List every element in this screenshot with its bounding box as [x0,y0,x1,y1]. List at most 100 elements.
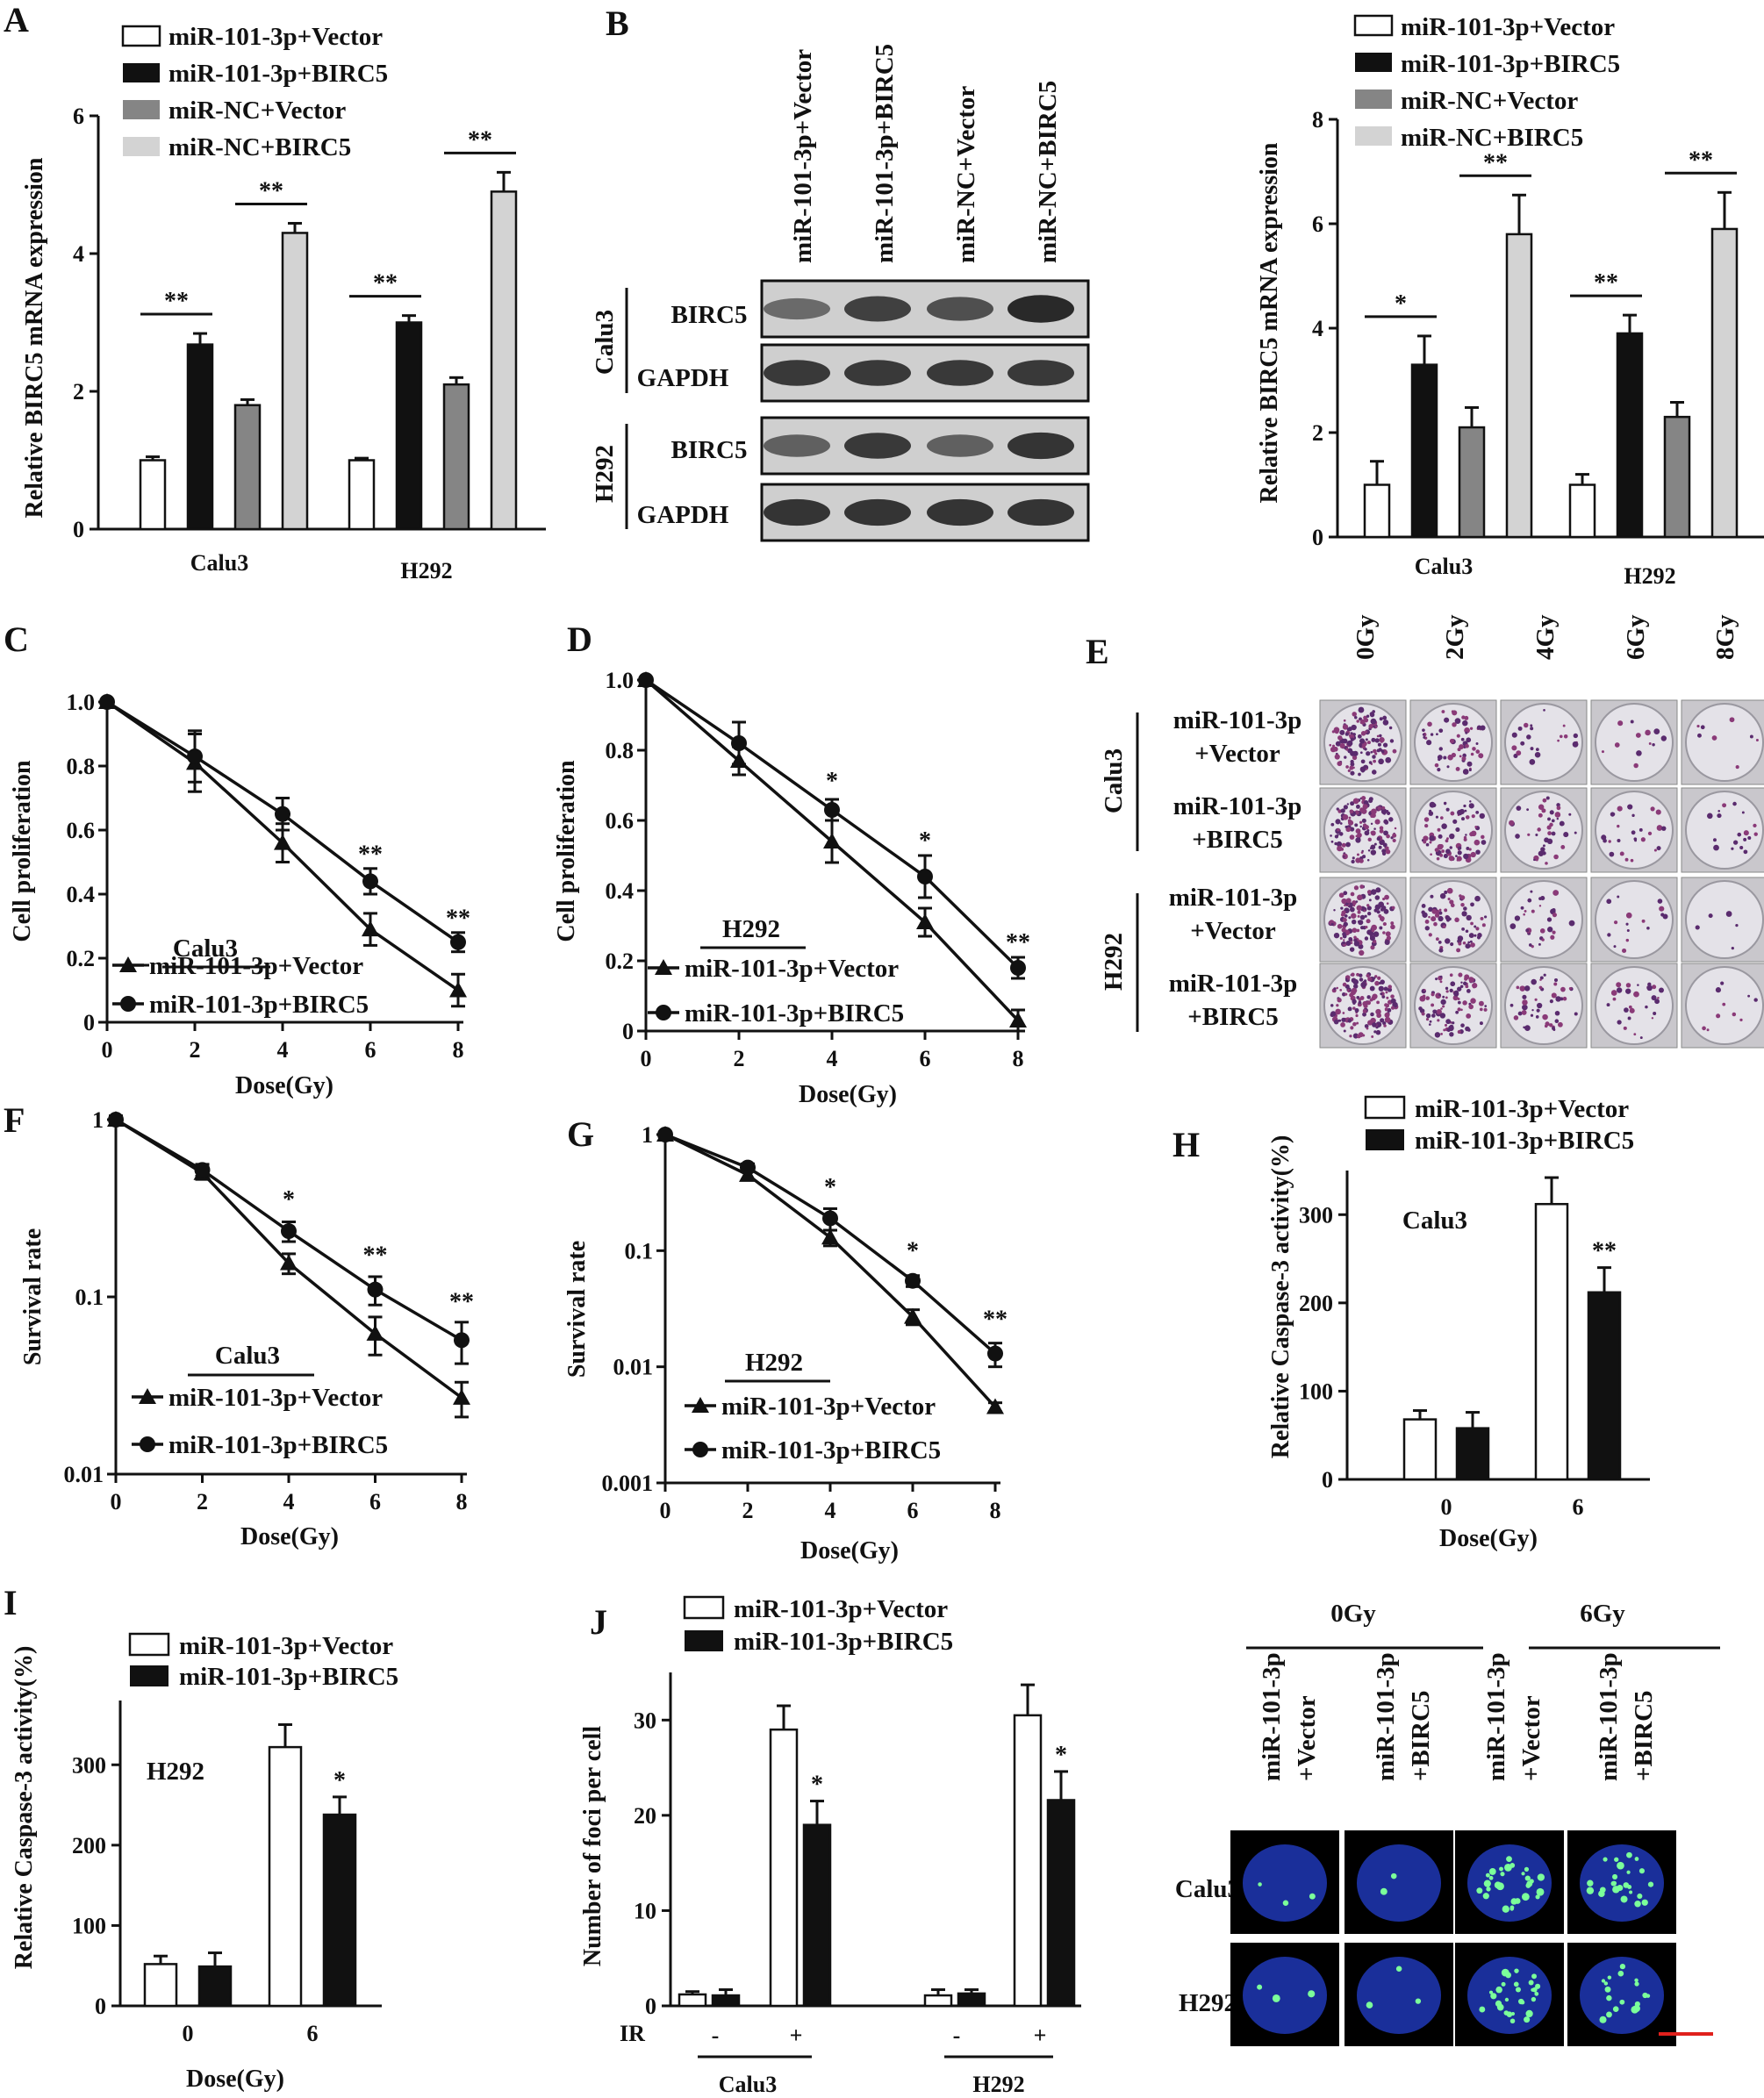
bar [186,343,214,531]
colony [1523,913,1525,916]
y-tick-label: 10 [634,1898,656,1923]
panel-a2-ylabel: Relative BIRC5 mRNA expression [1256,142,1283,503]
colony [1697,733,1702,738]
blot-band [927,297,993,321]
colony [1651,1017,1654,1020]
significance-mark: * [283,1186,295,1214]
colony [1337,809,1342,813]
colony [1434,913,1440,918]
colony [1551,831,1556,836]
colony [1438,728,1444,734]
foci-col-label: +BIRC5 [1630,1690,1658,1781]
colony-dose-label: 6Gy [1622,614,1650,660]
colony [1509,1003,1514,1007]
colony [1419,995,1426,1002]
focus [1514,1968,1519,1973]
colony [1382,742,1388,748]
legend-label: miR-NC+BIRC5 [169,133,351,161]
colony [1432,1009,1438,1014]
colony [1517,1011,1523,1016]
colony [1374,725,1378,728]
panel-label-b: B [606,4,629,43]
colony [1341,910,1346,915]
colony [1526,808,1530,812]
colony [1351,859,1355,864]
colony [1357,894,1363,901]
colony [1603,838,1607,843]
colony [1345,732,1349,736]
colony [1370,822,1373,826]
colony [1341,899,1345,903]
focus [1606,1994,1612,2001]
colony [1461,911,1467,917]
colony [1341,842,1346,848]
colony [1392,838,1396,843]
focus [1479,2006,1486,2013]
focus [1599,2016,1607,2023]
colony [1624,1007,1629,1013]
colony [1460,1023,1465,1028]
colony-row-label: +BIRC5 [1192,826,1283,854]
colony [1517,726,1523,731]
colony [1437,768,1441,772]
colony [1375,887,1381,893]
panel-f-ylabel: Survival rate [19,1228,47,1365]
focus [1617,1861,1624,1870]
colony [1459,985,1464,988]
colony [1455,1010,1459,1014]
colony [1437,1019,1440,1022]
colony [1342,813,1349,820]
colony [1450,903,1455,908]
focus [1272,1994,1280,2002]
colony [1732,1012,1737,1017]
colony [1360,982,1366,988]
colony [1625,912,1632,919]
colony-dose-label: 2Gy [1441,614,1469,660]
y-tick-label: 0 [95,1994,106,2019]
colony [1535,834,1538,837]
focus [1647,1881,1654,1887]
colony [1547,927,1553,933]
colony [1372,1022,1377,1028]
colony [1469,940,1473,943]
x-tick-label: 2 [742,1498,754,1523]
bar [139,459,167,531]
colony [1436,733,1438,736]
colony [1509,820,1515,826]
colony [1475,849,1481,855]
blot-cell-label-h292: H292 [591,445,619,503]
focus [1504,1864,1512,1872]
data-point [916,913,934,929]
colony [1380,808,1388,815]
legend-label: miR-NC+Vector [1401,87,1578,115]
legend-label: miR-101-3p+Vector [734,1595,948,1623]
colony [1463,853,1469,860]
colony [1350,759,1354,764]
colony [1354,1008,1359,1013]
colony [1382,898,1386,901]
panel-d-title: H292 [722,915,780,943]
bar [395,321,423,531]
focus [1639,1868,1645,1874]
colony [1450,942,1454,947]
focus [1646,1994,1651,1998]
colony [1541,938,1545,942]
colony [1616,982,1622,988]
nucleus [1243,1844,1327,1922]
colony [1370,750,1373,754]
colony-well [1595,880,1674,959]
colony [1375,1029,1381,1035]
colony [1342,1012,1345,1014]
significance-mark: ** [358,841,383,869]
colony [1443,755,1447,760]
colony [1468,803,1474,809]
blot-band [1007,295,1074,323]
colony [1370,1012,1374,1017]
colony [1431,803,1437,808]
significance-mark: ** [363,1242,388,1270]
colony [1364,979,1367,983]
colony [1380,992,1383,996]
colony [1374,819,1380,825]
colony [1336,841,1343,848]
colony [1464,809,1467,813]
